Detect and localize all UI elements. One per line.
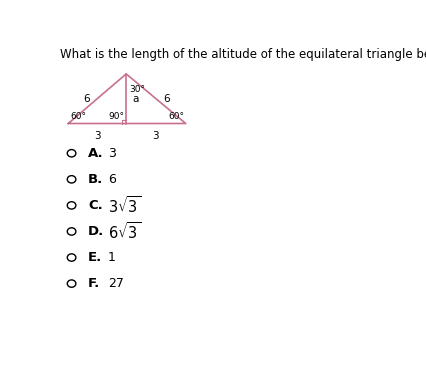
Text: 3: 3 [108, 147, 115, 160]
Text: 6: 6 [163, 94, 170, 104]
Text: F.: F. [88, 277, 100, 290]
Text: 27: 27 [108, 277, 124, 290]
Text: 6: 6 [83, 94, 90, 104]
Text: $3\sqrt{3}$: $3\sqrt{3}$ [108, 195, 141, 216]
Text: 1: 1 [108, 251, 115, 264]
Text: a: a [132, 94, 138, 104]
Text: 90°: 90° [108, 112, 124, 121]
Text: 60°: 60° [168, 112, 184, 121]
Text: E.: E. [88, 251, 102, 264]
Text: 3: 3 [152, 131, 159, 141]
Text: C.: C. [88, 199, 103, 212]
Text: What is the length of the altitude of the equilateral triangle below?: What is the length of the altitude of th… [60, 49, 426, 61]
Text: $6\sqrt{3}$: $6\sqrt{3}$ [108, 221, 141, 242]
Text: 60°: 60° [70, 112, 86, 121]
Text: D.: D. [88, 225, 104, 238]
Text: 6: 6 [108, 173, 115, 186]
Text: A.: A. [88, 147, 104, 160]
Text: 3: 3 [94, 131, 100, 141]
Text: B.: B. [88, 173, 103, 186]
Text: 30°: 30° [129, 85, 144, 94]
